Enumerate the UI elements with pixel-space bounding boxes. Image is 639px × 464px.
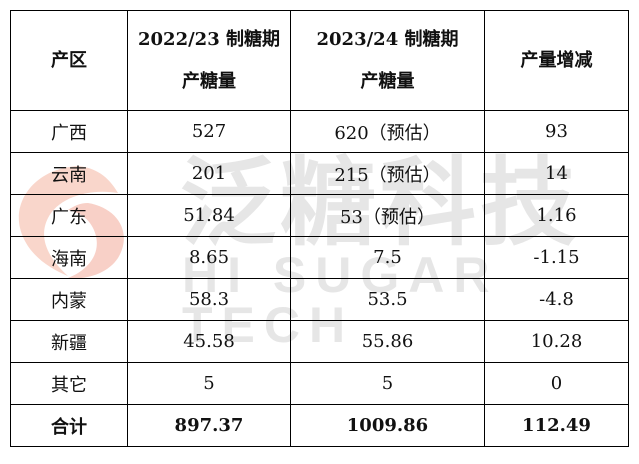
header-text: 产区 [51,49,87,71]
cell-value-2023-24: 620（预估） [290,110,485,153]
cell-value-2022-23: 8.65 [127,236,291,279]
total-row: 合计 897.37 1009.86 112.49 [10,404,629,447]
cell-value-2023-24: 55.86 [290,320,485,363]
cell-change: 0 [484,362,629,405]
cell-change: -4.8 [484,278,629,321]
cell-value-2023-24: 53.5 [290,278,485,321]
cell-region: 内蒙 [10,278,128,321]
cell-value-2023-24: 5 [290,362,485,405]
cell-change: 14 [484,152,629,195]
cell-change: -1.15 [484,236,629,279]
total-2023-24: 1009.86 [290,404,485,447]
table-row: 云南 201 215（预估） 14 [10,152,629,195]
header-text: 2023/24 制糖期 [316,28,459,50]
table-row: 海南 8.65 7.5 -1.15 [10,236,629,279]
header-text: 产糖量 [360,70,415,92]
table-row: 新疆 45.58 55.86 10.28 [10,320,629,363]
cell-change: 93 [484,110,629,153]
total-label: 合计 [10,404,128,447]
header-region: 产区 [10,10,128,111]
cell-value-2022-23: 527 [127,110,291,153]
total-2022-23: 897.37 [127,404,291,447]
cell-value-2022-23: 201 [127,152,291,195]
cell-value-2023-24: 53（预估） [290,194,485,237]
table-row: 其它 5 5 0 [10,362,629,405]
cell-value-2023-24: 7.5 [290,236,485,279]
cell-region: 云南 [10,152,128,195]
header-text: 产量增减 [520,49,593,71]
header-2022-23: 2022/23 制糖期 产糖量 [127,10,291,111]
cell-value-2022-23: 51.84 [127,194,291,237]
table-header-row: 产区 2022/23 制糖期 产糖量 2023/24 制糖期 产糖量 产量增减 [10,10,629,111]
cell-change: 1.16 [484,194,629,237]
cell-value-2022-23: 5 [127,362,291,405]
cell-value-2023-24: 215（预估） [290,152,485,195]
cell-region: 其它 [10,362,128,405]
sugar-production-table: 产区 2022/23 制糖期 产糖量 2023/24 制糖期 产糖量 产量增减 广西… [10,10,629,447]
cell-value-2022-23: 45.58 [127,320,291,363]
table-row: 内蒙 58.3 53.5 -4.8 [10,278,629,321]
header-change: 产量增减 [484,10,629,111]
cell-region: 广西 [10,110,128,153]
header-2023-24: 2023/24 制糖期 产糖量 [290,10,485,111]
cell-change: 10.28 [484,320,629,363]
cell-region: 海南 [10,236,128,279]
cell-value-2022-23: 58.3 [127,278,291,321]
total-change: 112.49 [484,404,629,447]
header-text: 产糖量 [182,70,236,92]
table-row: 广东 51.84 53（预估） 1.16 [10,194,629,237]
cell-region: 广东 [10,194,128,237]
cell-region: 新疆 [10,320,128,363]
header-text: 2022/23 制糖期 [138,28,280,50]
table-row: 广西 527 620（预估） 93 [10,110,629,153]
